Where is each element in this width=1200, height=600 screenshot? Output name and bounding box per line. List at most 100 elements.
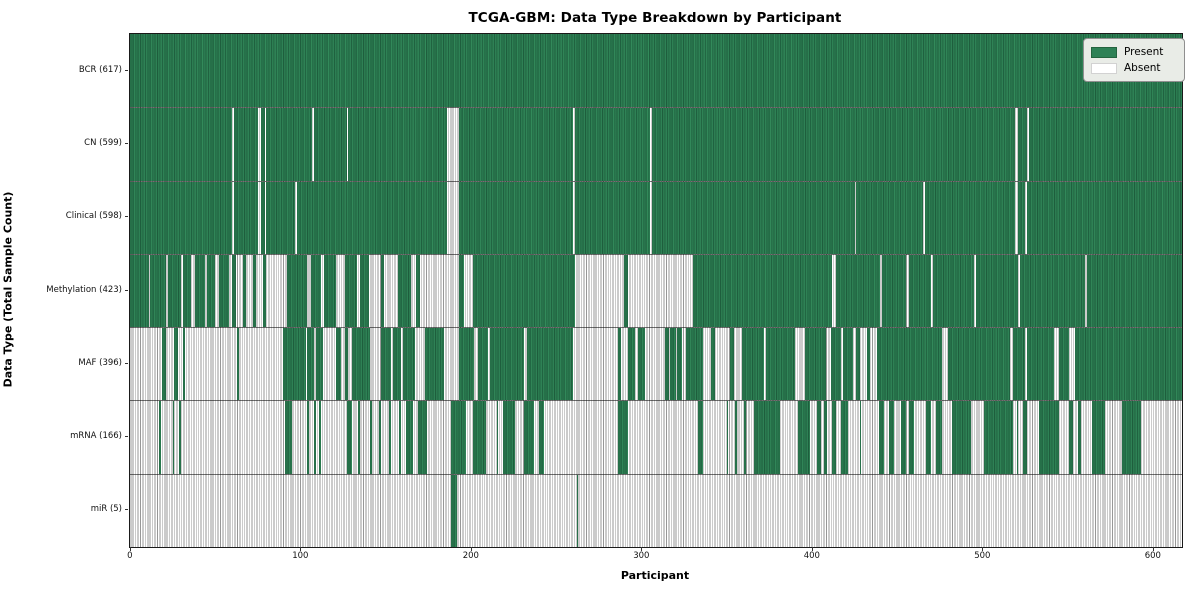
present-segment [711, 328, 715, 401]
present-segment [307, 401, 310, 474]
row-cn [130, 107, 1182, 181]
present-segment [900, 401, 906, 474]
present-segment [358, 401, 361, 474]
present-segment [158, 401, 161, 474]
legend-item-present: Present [1091, 44, 1175, 60]
row-clinical [130, 180, 1182, 254]
present-segment [503, 401, 516, 474]
present-segment [726, 401, 729, 474]
present-segment [252, 254, 257, 328]
present-segment [261, 108, 265, 181]
y-tick-mark [124, 362, 128, 364]
present-segment [617, 401, 628, 474]
present-segment [283, 328, 306, 401]
present-segment [424, 328, 444, 401]
x-tick-mark [300, 547, 302, 551]
present-segment [402, 328, 415, 401]
x-tick-mark [641, 547, 643, 551]
present-segment [150, 254, 166, 328]
present-segment [477, 328, 489, 401]
present-segment [617, 328, 622, 401]
present-segment [798, 401, 811, 474]
row-maf [130, 327, 1182, 401]
present-segment [1028, 108, 1182, 181]
present-segment [1016, 401, 1019, 474]
present-segment [450, 401, 466, 474]
present-segment [742, 328, 765, 401]
present-segment [832, 401, 836, 474]
present-segment [685, 328, 703, 401]
present-segment [523, 401, 535, 474]
present-segment [859, 401, 862, 474]
present-segment [933, 254, 974, 328]
present-segment [805, 328, 826, 401]
present-segment [344, 328, 349, 401]
y-tick-mark [124, 509, 128, 511]
present-segment [670, 328, 676, 401]
present-segment [397, 254, 412, 328]
present-segment [380, 328, 391, 401]
present-segment [624, 254, 628, 328]
present-segment [307, 328, 315, 401]
present-segment [234, 181, 258, 254]
present-segment [344, 254, 357, 328]
x-tick-label-200: 200 [462, 551, 479, 561]
x-axis-label: Participant [620, 569, 690, 582]
present-segment [830, 328, 841, 401]
present-segment [909, 254, 932, 328]
present-segment [315, 328, 323, 401]
present-segment [319, 401, 321, 474]
y-tick-label-cn: CN (599) [84, 137, 122, 148]
present-segment [677, 328, 683, 401]
x-tick-mark [811, 547, 813, 551]
y-tick-mark [124, 289, 128, 291]
row-mir [130, 473, 1182, 547]
present-segment [172, 401, 175, 474]
present-segment [1018, 108, 1027, 181]
present-segment [336, 328, 342, 401]
present-segment [489, 328, 524, 401]
y-tick-mark [124, 436, 128, 438]
y-tick-label-mir: miR (5) [90, 504, 122, 515]
row-mrna [130, 400, 1182, 474]
y-axis-label: Data Type (Total Sample Count) [1, 191, 15, 388]
present-segment [1026, 328, 1055, 401]
x-tick-label-100: 100 [292, 551, 309, 561]
x-tick-label-300: 300 [633, 551, 650, 561]
present-segment [459, 328, 475, 401]
present-segment [459, 108, 574, 181]
x-tick-mark [129, 547, 131, 551]
present-segment [472, 401, 487, 474]
present-segment [627, 328, 635, 401]
present-segment [876, 328, 942, 401]
y-tick-label-maf: MAF (396) [78, 357, 122, 368]
y-tick-label-clinical: Clinical (598) [65, 211, 122, 222]
present-segment [1018, 181, 1026, 254]
x-tick-label-400: 400 [803, 551, 820, 561]
present-segment [1086, 254, 1182, 328]
present-segment [182, 254, 192, 328]
present-segment [416, 254, 420, 328]
present-segment [194, 254, 205, 328]
present-segment [692, 254, 833, 328]
present-segment [348, 108, 448, 181]
present-segment [261, 181, 265, 254]
present-segment [314, 108, 347, 181]
present-segment [297, 181, 448, 254]
present-segment [378, 401, 381, 474]
present-segment [881, 254, 906, 328]
present-segment [1091, 401, 1106, 474]
legend-label-present: Present [1124, 46, 1164, 58]
x-tick-label-0: 0 [127, 551, 133, 561]
present-segment [539, 401, 545, 474]
present-segment [735, 401, 737, 474]
present-segment [754, 401, 780, 474]
y-tick-mark [124, 142, 128, 144]
present-segment [975, 254, 1019, 328]
present-segment [730, 328, 734, 401]
present-segment [856, 328, 860, 401]
legend-item-absent: Absent [1091, 60, 1175, 76]
chart-title: TCGA-GBM: Data Type Breakdown by Partici… [468, 10, 842, 26]
present-segment [324, 254, 337, 328]
